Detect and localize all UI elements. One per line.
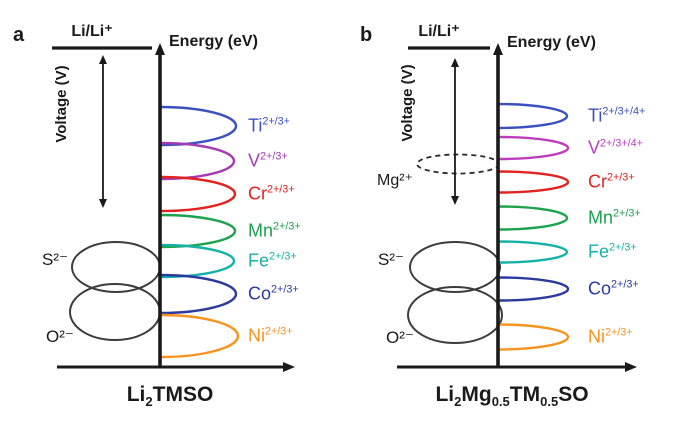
band-label-ni-a: Ni2+/3+ xyxy=(248,325,293,346)
magnesium-label-b: Mg²⁺ xyxy=(377,172,413,189)
band-ti-b xyxy=(497,102,569,130)
band-v-b xyxy=(497,135,570,161)
band-label-fe-a: Fe2+/3+ xyxy=(248,250,297,271)
band-label-mn-b: Mn2+/3+ xyxy=(588,207,641,228)
band-label-v-a: V2+/3+ xyxy=(248,150,288,171)
ref-electrode-label-b: Li/Li⁺ xyxy=(418,23,460,40)
band-ni-a xyxy=(159,313,240,359)
panel-label-a: a xyxy=(13,24,25,46)
oxide-label-b: O²⁻ xyxy=(386,328,414,347)
band-mn-b xyxy=(497,205,569,231)
sulfide-label-a: S²⁻ xyxy=(42,250,68,269)
band-label-mn-a: Mn2+/3+ xyxy=(248,220,301,241)
mg-band-ellipse xyxy=(416,153,500,175)
anion-ellipse-b-0 xyxy=(409,241,501,293)
band-label-co-a: Co2+/3+ xyxy=(248,283,299,304)
band-ni-b xyxy=(497,323,570,351)
band-cr-b xyxy=(497,170,570,194)
anion-ellipse-b-1 xyxy=(407,286,503,344)
band-co-b xyxy=(497,276,570,302)
band-label-cr-a: Cr2+/3+ xyxy=(248,183,295,204)
energy-axis-label-b: Energy (eV) xyxy=(507,34,596,51)
energy-axis-label-a: Energy (eV) xyxy=(169,33,258,50)
band-cr-a xyxy=(159,175,237,213)
band-label-fe-b: Fe2+/3+ xyxy=(588,241,637,262)
band-mn-a xyxy=(159,213,237,249)
band-label-ni-b: Ni2+/3+ xyxy=(588,326,633,347)
band-label-co-b: Co2+/3+ xyxy=(588,278,639,299)
formula-b: Li2Mg0.5TM0.5SO xyxy=(435,383,589,410)
band-label-ti-a: Ti2+/3+ xyxy=(248,115,290,136)
panel-a xyxy=(52,43,295,372)
band-ti-a xyxy=(159,105,238,147)
band-co-a xyxy=(159,273,238,315)
panel-label-b: b xyxy=(360,24,373,46)
panel-b xyxy=(397,43,637,372)
formula-a: Li2TMSO xyxy=(126,383,214,410)
voltage-axis-label-b: Voltage (V) xyxy=(399,64,417,142)
band-fe-b xyxy=(497,240,569,264)
ref-electrode-label-a: Li/Li⁺ xyxy=(71,23,113,40)
oxide-label-a: O²⁻ xyxy=(46,327,74,346)
band-label-v-b: V2+/3+/4+ xyxy=(588,137,643,158)
band-v-a xyxy=(159,141,236,181)
band-label-cr-b: Cr2+/3+ xyxy=(588,171,635,192)
sulfide-label-b: S²⁻ xyxy=(378,250,404,269)
band-label-ti-b: Ti2+/3+/4+ xyxy=(588,105,646,126)
band-fe-a xyxy=(159,243,236,279)
voltage-axis-label-a: Voltage (V) xyxy=(53,65,71,143)
